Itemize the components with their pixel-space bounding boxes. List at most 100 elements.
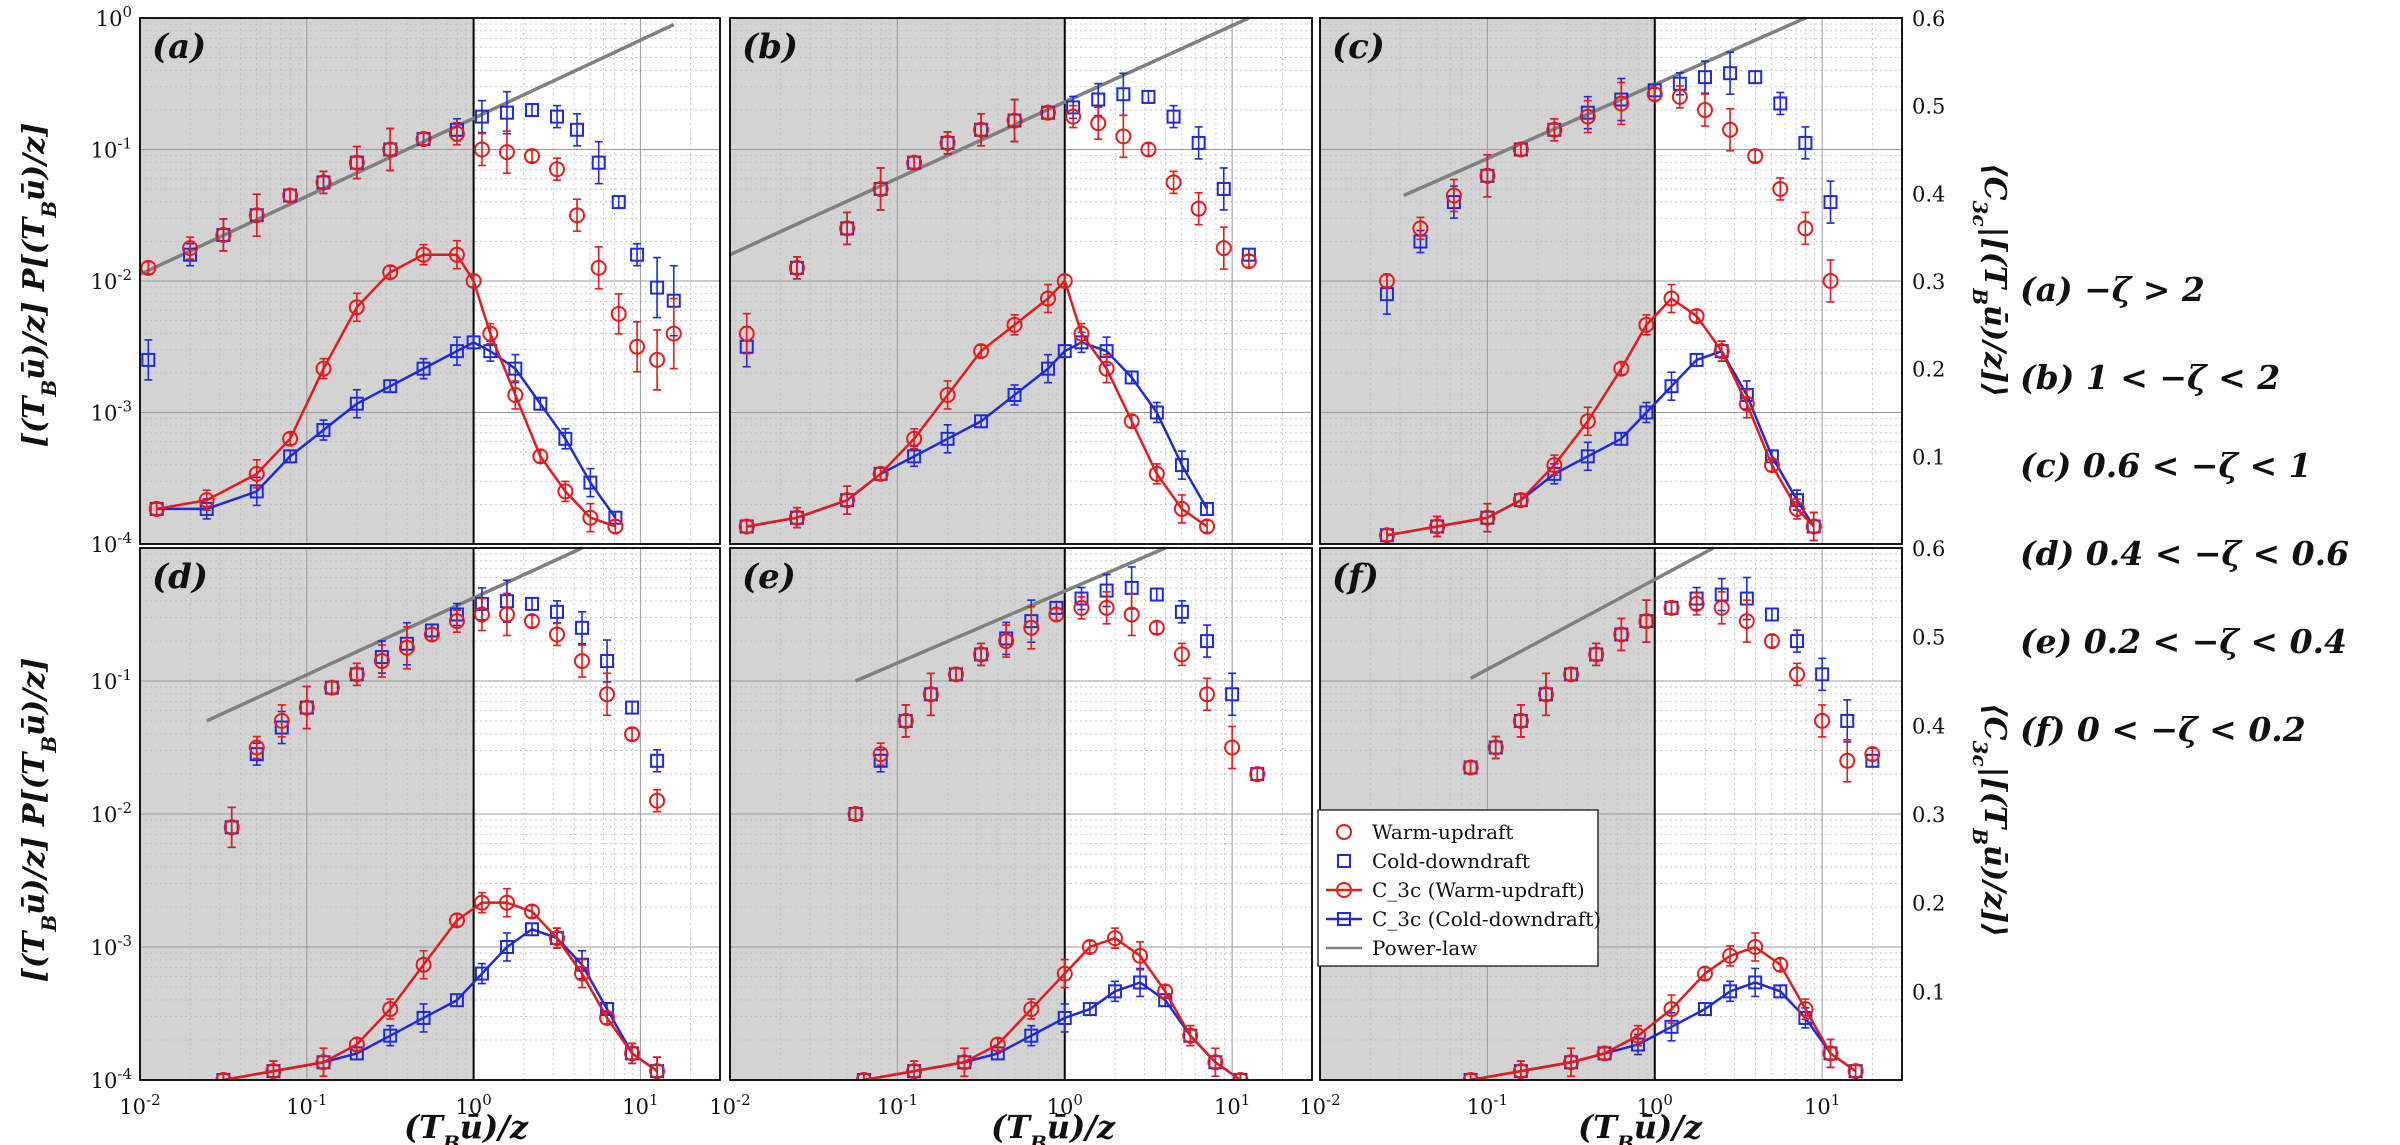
panel-a: (a) 10-4 10-3 10-2 10-1 100 (91, 3, 721, 557)
data-series (1378, 51, 1839, 544)
pdf-cold-point (1723, 66, 1738, 81)
legend-label: Warm-updraft (1372, 820, 1513, 844)
c3c-cold-point (1082, 1002, 1097, 1017)
pdf-warm-point (847, 806, 864, 822)
c3c-warm-point (473, 894, 490, 911)
pdf-warm-point (1199, 686, 1216, 703)
legend-marker (1337, 854, 1351, 868)
c3c-cold-point (974, 414, 989, 429)
pdf-warm-point (1224, 739, 1241, 756)
caption-c: (c) 0.6 < −ζ < 1 (2020, 446, 2312, 485)
x-tick-label: 10-2 (119, 1091, 160, 1119)
c3c-cold-point (1614, 431, 1629, 446)
pdf-warm-point (649, 351, 666, 368)
pdf-warm-point (182, 240, 199, 257)
pdf-cold-point (474, 109, 489, 124)
pdf-cold-point (499, 105, 514, 120)
c3c-warm-point (649, 1063, 666, 1080)
c3c-warm-point (248, 465, 265, 482)
pdf-warm-point (1479, 167, 1496, 184)
pdf-warm-point (323, 679, 340, 696)
c3c-warm-point (1663, 1001, 1680, 1018)
c3c-cold-point (1773, 984, 1788, 999)
c3c-warm-point (1747, 939, 1764, 955)
c3c-warm-point (1805, 518, 1822, 535)
figure: (a) 10-4 10-3 10-2 10-1 100 (b) (c) 0.1 0.2 0.3 0.4… (17, 3, 2010, 1145)
pdf-warm-point (523, 613, 540, 630)
pdf-cold-point (1840, 713, 1855, 728)
c3c-warm-point (1738, 395, 1755, 412)
y-tick-label: 10-1 (91, 135, 132, 163)
pdf-warm-point (1462, 759, 1479, 776)
pdf-cold-point (1773, 96, 1788, 111)
pdf-warm-point (1048, 606, 1065, 623)
x-axis-label-2: (TBū)/z (991, 1108, 1116, 1145)
c3c-cold-point (1057, 344, 1072, 359)
pdf-warm-point (1445, 187, 1462, 204)
pdf-warm-point (1646, 86, 1663, 103)
c3c-warm-point (1081, 939, 1098, 955)
pdf-warm-point (574, 653, 591, 670)
pdf-warm-point (897, 712, 914, 729)
c3c-cold-point (449, 993, 464, 1008)
c3c-warm-point (1688, 308, 1705, 325)
pdf-warm-point (1688, 595, 1705, 612)
c3c-warm-point (1023, 1001, 1040, 1018)
c3c-cold-point (1107, 984, 1122, 999)
axes-frame (1319, 17, 1903, 545)
c3c-cold-point (1697, 1002, 1712, 1017)
c3c-warm-point (507, 386, 524, 403)
legend-marker (1337, 912, 1351, 926)
c3c-warm-point (1040, 290, 1057, 307)
pdf-cold-point (524, 596, 539, 611)
pdf-cold-point (1200, 634, 1215, 649)
c3c-cold-point (1174, 458, 1189, 473)
pdf-warm-point (1797, 220, 1814, 237)
legend-marker (1336, 882, 1352, 898)
pdf-warm-point (1148, 619, 1165, 636)
caption-a: (a) −ζ > 2 (2020, 270, 2205, 309)
pdf-warm-point (523, 148, 540, 165)
c3c-warm-point (1479, 509, 1496, 526)
c3c-warm-point (1512, 492, 1529, 509)
powerlaw-line (1402, 16, 1807, 198)
pdf-warm-point (448, 125, 465, 142)
pdf-cold-point (630, 247, 645, 262)
c3c-warm-point (1613, 360, 1630, 377)
c3c-warm-point (1132, 947, 1149, 964)
c3c-warm-point (415, 956, 432, 973)
y2-tick-label: 0.1 (1912, 980, 1945, 1004)
pdf-warm-point (1173, 646, 1190, 663)
pdf-cold-point (524, 103, 539, 118)
pdf-warm-point (1249, 766, 1266, 783)
x-tick-label: 10-1 (286, 1091, 327, 1119)
pdf-warm-point (788, 259, 805, 276)
c3c-warm-point (1638, 316, 1655, 333)
c3c-warm-point (315, 1054, 332, 1071)
legend-item: Power-law (1326, 936, 1477, 960)
pdf-warm-point (549, 161, 566, 178)
c3c-cold-line (156, 340, 617, 519)
pdf-cold-point (1216, 181, 1231, 196)
pdf-warm-point (473, 606, 490, 623)
c3c-cold-point (1124, 370, 1139, 385)
c3c-cold-point (416, 1010, 431, 1025)
pdf-cold-point (1149, 587, 1164, 602)
y2-tick-label: 0.5 (1912, 95, 1945, 119)
pdf-warm-point (665, 325, 682, 342)
pdf-warm-point (922, 686, 939, 703)
pdf-cold-point (1748, 70, 1763, 85)
pdf-warm-point (248, 207, 265, 224)
axes-frame (729, 547, 1313, 1081)
c3c-cold-point (474, 966, 489, 981)
c3c-warm-line (156, 253, 616, 528)
c3c-cold-point (449, 344, 464, 359)
c3c-warm-point (1378, 527, 1395, 544)
c3c-warm-point (973, 343, 990, 360)
pdf-warm-point (373, 653, 390, 670)
panel-label: (f) (1332, 557, 1379, 597)
c3c-warm-point (1512, 1063, 1529, 1080)
c3c-warm-point (448, 246, 465, 263)
c3c-warm-point (382, 264, 399, 281)
c3c-warm-point (1663, 290, 1680, 307)
